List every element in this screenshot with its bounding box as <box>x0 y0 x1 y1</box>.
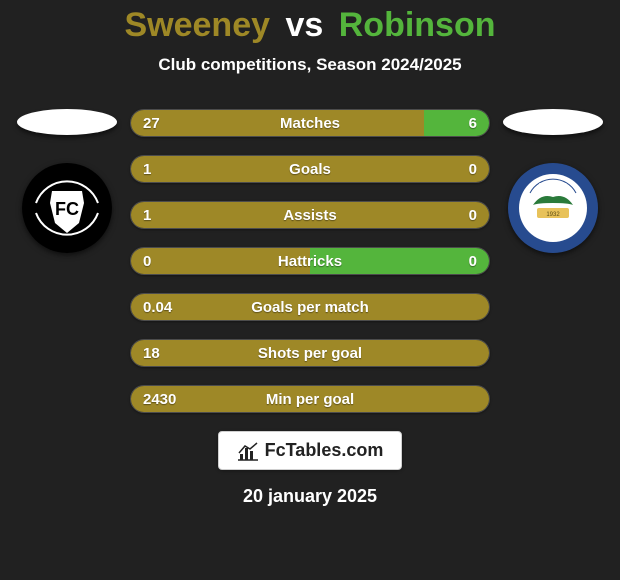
badge-bottom-text: ATHLETIC <box>538 232 568 238</box>
player1-name: Sweeney <box>124 6 270 44</box>
crest-initials: FC <box>55 199 79 219</box>
player2-club-crest: WIGAN ATHLETIC 1932 <box>508 163 598 253</box>
brand-badge: FcTables.com <box>218 431 403 470</box>
banner-year: 1932 <box>546 212 560 218</box>
metric-row: 10Goals <box>130 155 490 183</box>
metric-label: Hattricks <box>131 248 489 275</box>
metric-label: Matches <box>131 110 489 137</box>
badge-icon: WIGAN ATHLETIC 1932 <box>508 163 598 253</box>
shield-icon: FC <box>22 163 112 253</box>
comparison-card: Sweeney vs Robinson Club competitions, S… <box>0 0 620 580</box>
badge-top-text: WIGAN <box>539 182 567 191</box>
metric-label: Goals <box>131 156 489 183</box>
card-date: 20 january 2025 <box>243 486 377 507</box>
metric-label: Min per goal <box>131 386 489 413</box>
comparison-body: FC 276Matches 10Goals 10Assists 00Hattricks… <box>0 109 620 413</box>
player2-name: Robinson <box>339 6 496 44</box>
metric-label: Shots per goal <box>131 340 489 367</box>
brand-text: FcTables.com <box>265 440 384 461</box>
player1-club-crest: FC <box>22 163 112 253</box>
player2-side: WIGAN ATHLETIC 1932 <box>498 109 608 253</box>
player2-photo-placeholder <box>503 109 603 135</box>
metric-row: 10Assists <box>130 201 490 229</box>
metric-row: 0.04Goals per match <box>130 293 490 321</box>
card-footer: FcTables.com 20 january 2025 <box>218 431 403 507</box>
metric-row: 276Matches <box>130 109 490 137</box>
metric-bars: 276Matches 10Goals 10Assists 00Hattricks 0.0… <box>130 109 490 413</box>
player1-side: FC <box>12 109 122 253</box>
metric-row: 2430Min per goal <box>130 385 490 413</box>
metric-label: Goals per match <box>131 294 489 321</box>
metric-row: 00Hattricks <box>130 247 490 275</box>
vs-separator: vs <box>285 6 323 44</box>
metric-row: 18Shots per goal <box>130 339 490 367</box>
metric-label: Assists <box>131 202 489 229</box>
player1-photo-placeholder <box>17 109 117 135</box>
bar-chart-icon <box>237 441 259 461</box>
card-title: Sweeney vs Robinson <box>124 6 495 45</box>
card-subtitle: Club competitions, Season 2024/2025 <box>158 55 461 75</box>
